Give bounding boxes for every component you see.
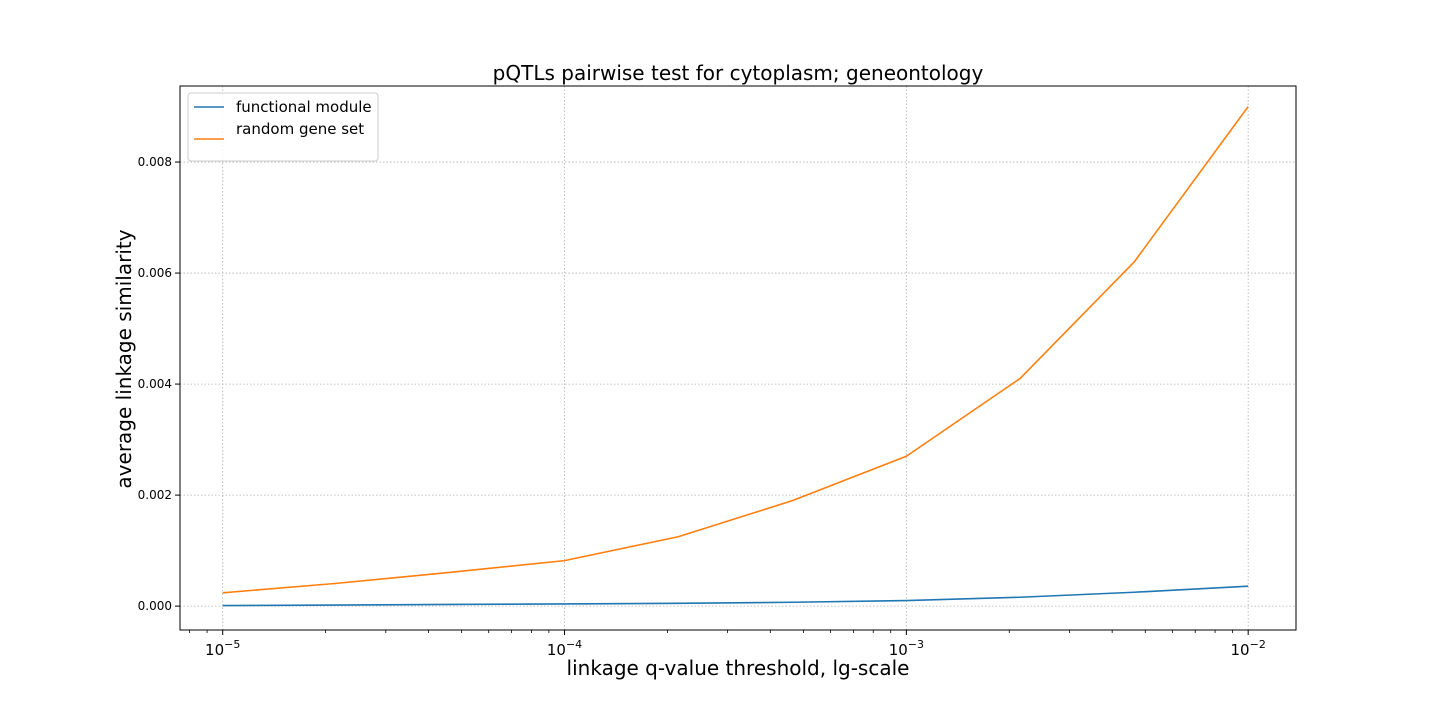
data-point-random-gene-set — [564, 560, 566, 562]
y-tick-labels: 0.000 0.002 0.004 0.006 0.008 — [138, 155, 172, 613]
data-point-functional-module — [792, 601, 794, 603]
data-point-random-gene-set — [336, 583, 338, 585]
chart-title: pQTLs pairwise test for cytoplasm; geneo… — [493, 61, 984, 85]
plot-background — [180, 86, 1296, 630]
data-point-functional-module — [336, 604, 338, 606]
series-line-random-gene-set — [222, 106, 1249, 594]
x-tick-base: 10 — [889, 641, 908, 659]
x-tick-exponent: −3 — [908, 638, 924, 651]
y-tick-label: 0.006 — [138, 266, 172, 280]
x-tick-exponent: −5 — [224, 638, 240, 651]
grid — [180, 86, 1296, 630]
data-point-random-gene-set — [792, 500, 794, 502]
data-point-random-gene-set — [450, 571, 452, 573]
data-point-random-gene-set — [1247, 106, 1249, 108]
y-tick-label: 0.000 — [138, 599, 172, 613]
x-tick-label: 10−4 — [547, 638, 582, 659]
x-axis-label: linkage q-value threshold, lg-scale — [567, 656, 910, 680]
legend-box — [187, 92, 379, 162]
y-axis-label: average linkage similarity — [112, 229, 136, 488]
x-tick-label: 10−2 — [1231, 638, 1266, 659]
y-tick-label: 0.004 — [138, 377, 172, 391]
data-point-functional-module — [450, 604, 452, 606]
x-tick-exponent: −2 — [1250, 638, 1266, 651]
x-tick-exponent: −4 — [566, 638, 582, 651]
series-layer — [222, 106, 1249, 607]
series-line-functional-module — [222, 585, 1249, 607]
x-tick-labels: 10−5 10−4 10−3 10−2 — [205, 638, 1266, 659]
legend: functional module random gene set — [187, 92, 379, 162]
data-point-functional-module — [564, 603, 566, 605]
data-point-functional-module — [1247, 585, 1249, 587]
x-tick-base: 10 — [547, 641, 566, 659]
plot-frame — [179, 85, 1297, 631]
x-tick-label: 10−3 — [889, 638, 924, 659]
data-point-functional-module — [1133, 591, 1135, 593]
y-tick-label: 0.008 — [138, 155, 172, 169]
data-point-random-gene-set — [906, 455, 908, 457]
data-point-random-gene-set — [1133, 261, 1135, 263]
legend-label-functional-module: functional module — [236, 98, 372, 116]
data-point-random-gene-set — [1019, 378, 1021, 380]
x-tick-label: 10−5 — [205, 638, 240, 659]
data-point-random-gene-set — [677, 536, 679, 538]
data-point-random-gene-set — [222, 592, 224, 594]
major-ticks — [175, 161, 1249, 635]
x-tick-base: 10 — [205, 641, 224, 659]
data-point-functional-module — [906, 600, 908, 602]
data-point-functional-module — [222, 605, 224, 607]
legend-label-random-gene-set: random gene set — [236, 120, 364, 138]
x-tick-base: 10 — [1231, 641, 1250, 659]
y-tick-label: 0.002 — [138, 488, 172, 502]
data-point-functional-module — [1019, 596, 1021, 598]
data-point-functional-module — [677, 603, 679, 605]
